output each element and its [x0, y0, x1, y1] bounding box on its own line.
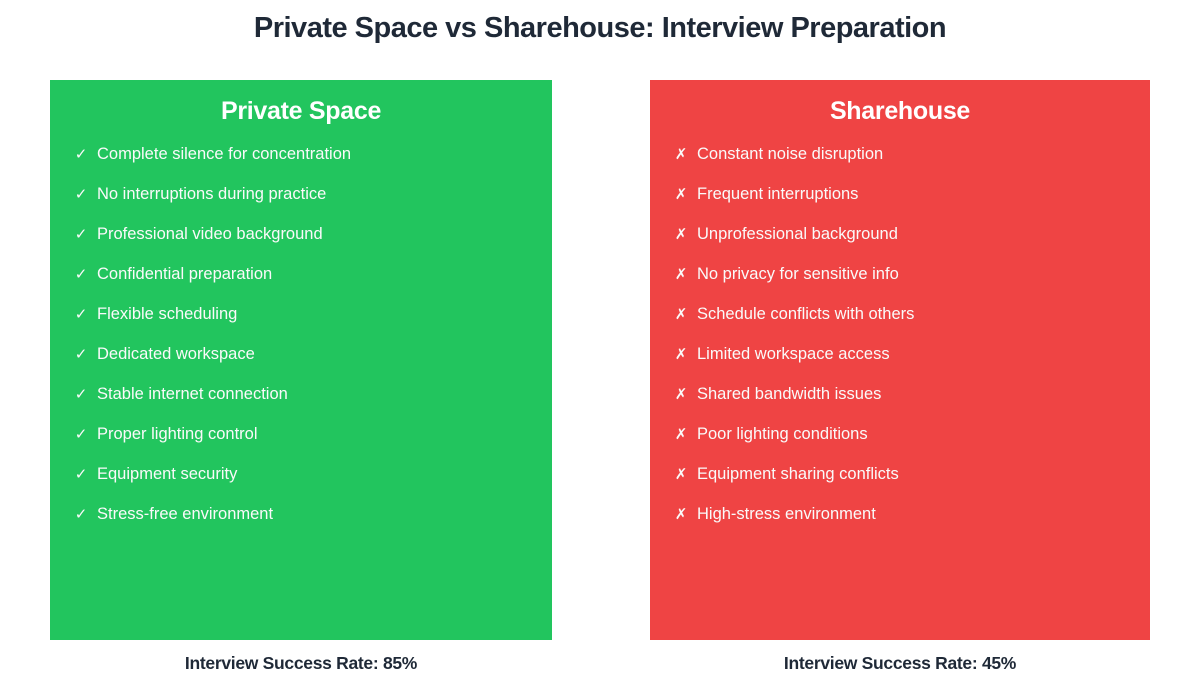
list-item: ✗ Limited workspace access [650, 334, 1150, 374]
list-item-label: Stress-free environment [97, 504, 274, 523]
list-item: ✓ Professional video background [50, 214, 552, 254]
list-item-label: No privacy for sensitive info [697, 264, 899, 283]
list-item: ✓ Equipment security [50, 454, 552, 494]
check-icon: ✓ [74, 186, 88, 203]
list-item-label: Equipment security [97, 464, 238, 483]
check-icon: ✓ [74, 346, 88, 363]
list-item-label: Equipment sharing conflicts [697, 464, 899, 483]
list-item-label: Stable internet connection [97, 384, 288, 403]
list-item: ✗ Unprofessional background [650, 214, 1150, 254]
cross-icon: ✗ [674, 426, 688, 443]
cross-icon: ✗ [674, 306, 688, 323]
list-item: ✓ Flexible scheduling [50, 294, 552, 334]
check-icon: ✓ [74, 306, 88, 323]
cross-icon: ✗ [674, 266, 688, 283]
list-item-label: Schedule conflicts with others [697, 304, 915, 323]
page-title: Private Space vs Sharehouse: Interview P… [253, 12, 947, 44]
list-item-label: Professional video background [97, 224, 323, 243]
list-item: ✗ Frequent interruptions [650, 174, 1150, 214]
cross-icon: ✗ [674, 466, 688, 483]
list-item: ✓ Stress-free environment [50, 494, 552, 534]
list-item-label: Proper lighting control [97, 424, 258, 443]
list-item-label: Shared bandwidth issues [697, 384, 882, 403]
sharehouse-success-rate: Interview Success Rate: 45% [783, 653, 1017, 673]
list-item-label: Confidential preparation [97, 264, 273, 283]
list-item: ✓ Proper lighting control [50, 414, 552, 454]
cross-icon: ✗ [674, 386, 688, 403]
check-icon: ✓ [74, 266, 88, 283]
list-item: ✓ Complete silence for concentration [50, 134, 552, 174]
list-item: ✗ Equipment sharing conflicts [650, 454, 1150, 494]
list-item-label: Limited workspace access [697, 344, 890, 363]
list-item-label: Unprofessional background [697, 224, 898, 243]
private-space-success-rate: Interview Success Rate: 85% [184, 653, 418, 673]
list-item-label: Frequent interruptions [697, 184, 859, 203]
private-space-item-list: ✓ Complete silence for concentration ✓ No i… [50, 134, 552, 534]
check-icon: ✓ [74, 386, 88, 403]
cross-icon: ✗ [674, 226, 688, 243]
list-item-label: Complete silence for concentration [97, 144, 352, 163]
list-item: ✗ Constant noise disruption [650, 134, 1150, 174]
sharehouse-panel: Sharehouse ✗ Constant noise disruption ✗ Fr… [650, 80, 1150, 640]
private-space-heading: Private Space [220, 97, 382, 125]
cross-icon: ✗ [674, 346, 688, 363]
check-icon: ✓ [74, 466, 88, 483]
private-space-panel: Private Space ✓ Complete silence for conc… [50, 80, 552, 640]
list-item: ✓ Dedicated workspace [50, 334, 552, 374]
check-icon: ✓ [74, 426, 88, 443]
list-item: ✓ No interruptions during practice [50, 174, 552, 214]
cross-icon: ✗ [674, 186, 688, 203]
list-item-label: Constant noise disruption [697, 144, 884, 163]
list-item: ✗ High-stress environment [650, 494, 1150, 534]
list-item-label: Flexible scheduling [97, 304, 238, 323]
cross-icon: ✗ [674, 506, 688, 523]
list-item: ✗ No privacy for sensitive info [650, 254, 1150, 294]
list-item-label: No interruptions during practice [97, 184, 327, 203]
sharehouse-heading: Sharehouse [829, 97, 971, 125]
list-item-label: Dedicated workspace [97, 344, 255, 363]
sharehouse-item-list: ✗ Constant noise disruption ✗ Frequent inte… [650, 134, 1150, 534]
list-item: ✗ Schedule conflicts with others [650, 294, 1150, 334]
list-item-label: Poor lighting conditions [697, 424, 868, 443]
cross-icon: ✗ [674, 146, 688, 163]
list-item: ✗ Shared bandwidth issues [650, 374, 1150, 414]
list-item-label: High-stress environment [697, 504, 876, 523]
check-icon: ✓ [74, 506, 88, 523]
list-item: ✓ Stable internet connection [50, 374, 552, 414]
list-item: ✓ Confidential preparation [50, 254, 552, 294]
check-icon: ✓ [74, 146, 88, 163]
list-item: ✗ Poor lighting conditions [650, 414, 1150, 454]
check-icon: ✓ [74, 226, 88, 243]
